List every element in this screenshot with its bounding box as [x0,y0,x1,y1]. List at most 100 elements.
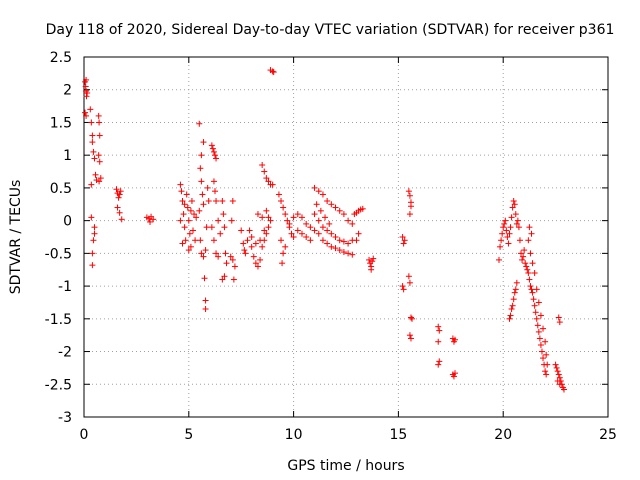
data-point [505,240,512,247]
data-point [198,178,205,185]
data-point [407,203,414,210]
data-point [345,217,352,224]
data-point [290,214,297,221]
data-point [230,276,237,283]
data-point [552,361,559,368]
data-point [254,211,261,218]
data-point [270,69,277,76]
data-point [533,286,540,293]
data-point [241,247,248,254]
data-point [259,214,266,221]
data-point [400,286,407,293]
data-point [526,224,533,231]
chart-title: Day 118 of 2020, Sidereal Day-to-day VTE… [46,22,615,38]
data-point [186,230,193,237]
data-point [219,276,226,283]
data-point [217,230,224,237]
data-point [213,155,220,162]
data-point [200,139,207,146]
data-point [555,314,562,321]
data-point [223,260,230,267]
data-point [528,230,535,237]
data-point [248,234,255,240]
data-point [521,247,528,254]
data-point [525,237,532,244]
data-point [451,370,458,377]
data-point [543,351,550,358]
data-point [263,207,270,214]
data-point [507,224,514,231]
data-point [197,165,204,172]
data-point [353,237,360,244]
data-points [82,67,567,393]
data-point [95,152,102,159]
data-point [332,234,339,240]
y-tick-label: 2.5 [50,50,72,66]
data-point [366,256,373,263]
x-tick-labels: 0 5 10 15 20 25 [80,427,617,443]
data-point [516,237,523,244]
data-point [209,145,216,152]
y-tick-label: -0.5 [45,246,72,262]
x-tick-label: 20 [494,427,512,443]
data-point [538,348,545,355]
data-point [298,214,305,221]
data-point [222,250,229,257]
data-point [556,319,563,326]
x-tick-label: 5 [184,427,193,443]
data-point [229,256,236,263]
data-point [288,230,295,237]
data-point [96,132,103,139]
data-point [409,315,416,322]
data-point [311,184,318,191]
data-point [340,211,347,218]
data-point [181,224,188,231]
data-point [259,243,266,250]
data-point [215,253,222,260]
data-point [340,249,347,256]
data-point [238,227,245,234]
data-point [508,306,515,312]
data-point [91,224,98,231]
data-point [198,152,205,159]
data-point [324,198,331,204]
data-point [336,207,343,214]
data-point [515,224,522,231]
data-point [355,230,362,237]
data-point [208,224,215,231]
data-point [89,250,96,257]
y-tick-label: -1.5 [45,312,72,328]
data-point [201,275,208,282]
data-point [178,188,185,195]
data-point [510,296,517,303]
data-point [180,211,187,218]
grid-lines [84,57,608,417]
data-point [199,191,206,198]
data-point [399,234,406,240]
data-point [340,238,347,245]
data-point [313,201,320,208]
x-tick-label: 15 [389,427,407,443]
data-point [542,368,549,375]
data-point [147,218,154,225]
x-axis-label: GPS time / hours [287,458,404,474]
data-point [221,224,228,231]
data-point [435,361,442,368]
y-tick-label: 1.5 [50,115,72,131]
data-point [257,256,264,263]
data-point [501,220,508,227]
y-tick-label: -1 [58,279,72,295]
data-point [450,373,457,380]
data-point [265,178,272,185]
axis-ticks [83,56,609,418]
data-point [315,217,322,224]
data-point [184,204,191,211]
data-point [303,220,310,227]
data-point [504,234,511,240]
data-point [506,230,513,237]
plot-frame [83,56,609,418]
data-point [115,194,122,201]
data-point [509,204,516,211]
data-point [512,211,519,218]
data-point [540,325,547,332]
